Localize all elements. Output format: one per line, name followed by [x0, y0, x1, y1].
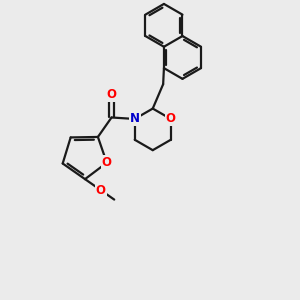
- Text: O: O: [106, 88, 116, 101]
- Text: O: O: [166, 112, 176, 125]
- Text: O: O: [102, 156, 112, 169]
- Text: N: N: [130, 112, 140, 125]
- Text: O: O: [96, 184, 106, 197]
- Text: N: N: [130, 112, 140, 125]
